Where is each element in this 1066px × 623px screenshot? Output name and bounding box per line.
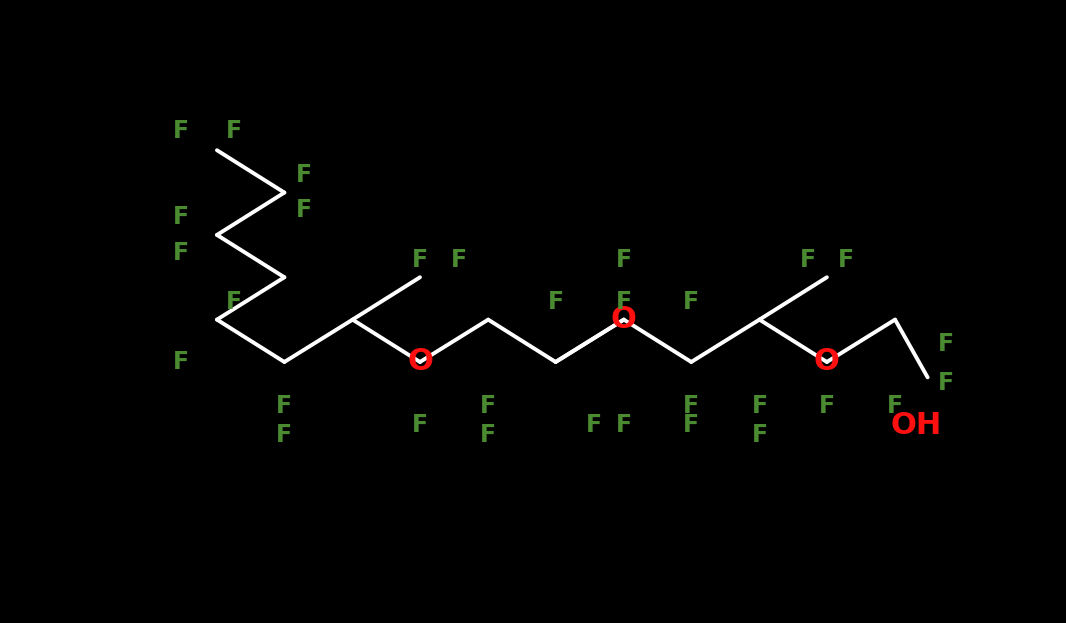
- Text: F: F: [586, 413, 602, 437]
- Text: F: F: [683, 413, 699, 437]
- Text: F: F: [683, 394, 699, 418]
- Text: O: O: [611, 305, 636, 334]
- Text: F: F: [752, 394, 768, 418]
- Text: F: F: [174, 350, 190, 374]
- Text: F: F: [937, 332, 953, 356]
- Text: O: O: [814, 348, 840, 376]
- Text: OH: OH: [890, 411, 941, 440]
- Text: F: F: [548, 290, 564, 314]
- Text: F: F: [616, 290, 632, 314]
- Text: F: F: [683, 290, 699, 314]
- Text: F: F: [174, 119, 190, 143]
- Text: F: F: [295, 197, 312, 222]
- Text: F: F: [226, 290, 242, 314]
- Text: F: F: [819, 394, 835, 418]
- Text: F: F: [174, 205, 190, 229]
- Text: F: F: [616, 247, 632, 272]
- Text: F: F: [937, 371, 953, 395]
- Text: F: F: [451, 247, 467, 272]
- Text: F: F: [276, 394, 292, 418]
- Text: O: O: [407, 348, 433, 376]
- Text: F: F: [411, 247, 429, 272]
- Text: F: F: [480, 423, 497, 447]
- Text: F: F: [800, 247, 815, 272]
- Text: F: F: [480, 394, 497, 418]
- Text: F: F: [838, 247, 854, 272]
- Text: F: F: [411, 413, 429, 437]
- Text: F: F: [887, 394, 903, 418]
- Text: F: F: [752, 423, 768, 447]
- Text: F: F: [226, 119, 242, 143]
- Text: F: F: [295, 163, 312, 187]
- Text: F: F: [174, 241, 190, 265]
- Text: F: F: [616, 413, 632, 437]
- Text: F: F: [276, 423, 292, 447]
